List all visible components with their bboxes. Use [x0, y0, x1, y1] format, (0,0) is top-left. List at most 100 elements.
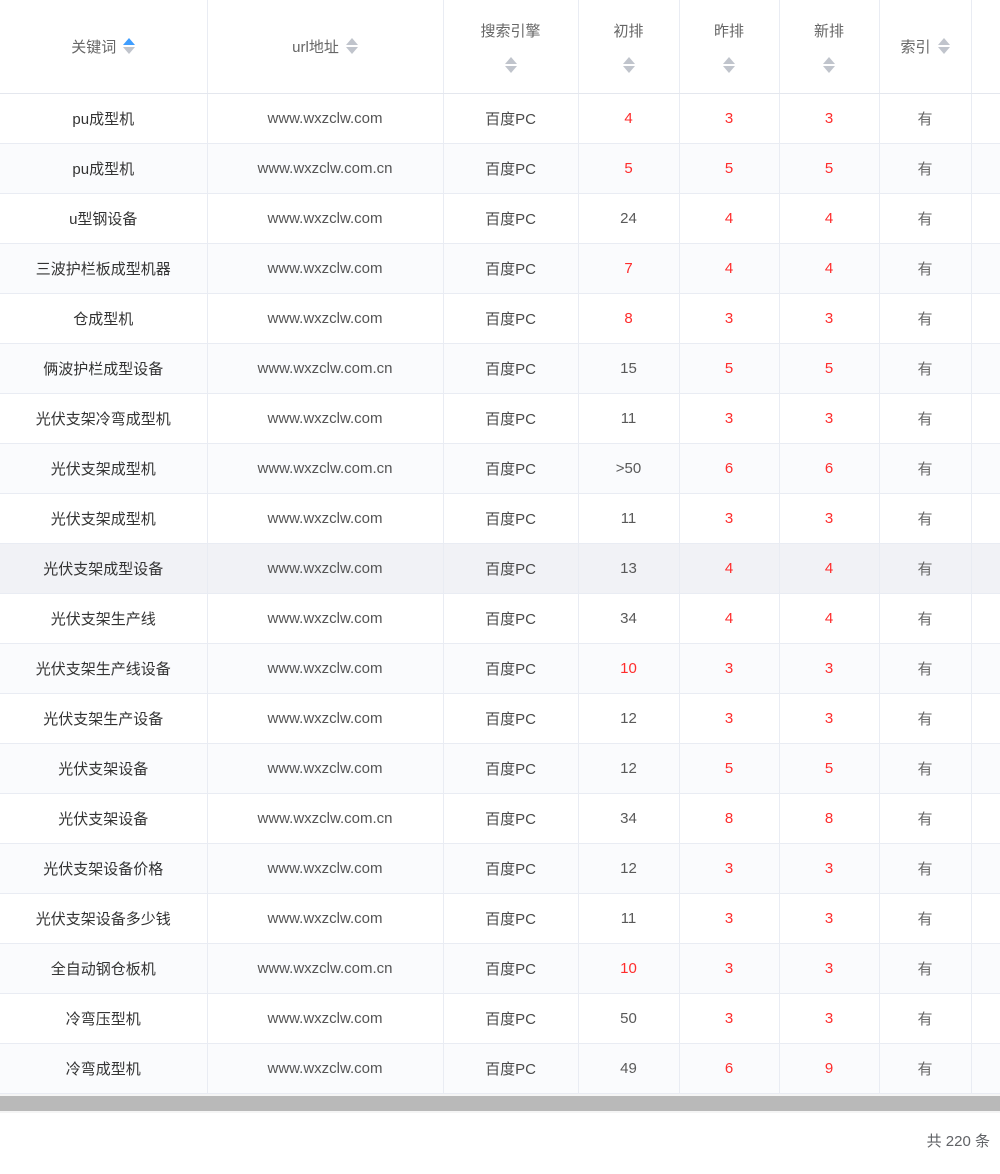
search-engine-cell: 百度PC	[442, 492, 579, 544]
yesterday-rank-cell: 3	[678, 392, 780, 444]
col-header-engine[interactable]: 搜索引擎	[442, 0, 579, 94]
init-rank-cell: 13	[577, 542, 680, 594]
search-engine-cell: 百度PC	[442, 92, 579, 144]
spacer-cell	[970, 692, 1000, 744]
yesterday-rank-cell: 4	[678, 192, 780, 244]
index-status-cell: 有	[878, 442, 972, 494]
init-rank-cell: 8	[577, 292, 680, 344]
col-header-keyword-label: 关键词	[71, 38, 117, 56]
keyword-cell: pu成型机	[0, 142, 208, 194]
url-cell: www.wxzclw.com	[206, 1042, 444, 1094]
url-cell: www.wxzclw.com	[206, 542, 444, 594]
col-header-keyword[interactable]: 关键词	[0, 0, 208, 94]
col-header-index-label: 索引	[900, 38, 931, 56]
sort-icon[interactable]	[823, 56, 835, 73]
spacer-cell	[970, 392, 1000, 444]
keyword-cell: 光伏支架成型设备	[0, 542, 208, 594]
url-cell: www.wxzclw.com	[206, 892, 444, 944]
yesterday-rank-cell: 3	[678, 692, 780, 744]
new-rank-cell: 9	[778, 1042, 880, 1094]
spacer-cell	[970, 892, 1000, 944]
table-row: 全自动钢仓板机 www.wxzclw.com.cn 百度PC 10 3 3 有	[0, 942, 1000, 994]
search-engine-cell: 百度PC	[442, 292, 579, 344]
total-count: 共 220 条	[926, 1132, 990, 1150]
keyword-cell: 光伏支架成型机	[0, 442, 208, 494]
col-header-url[interactable]: url地址	[206, 0, 444, 94]
col-header-index[interactable]: 索引	[878, 0, 972, 94]
spacer-cell	[970, 792, 1000, 844]
url-cell: www.wxzclw.com.cn	[206, 792, 444, 844]
init-rank-cell: 11	[577, 492, 680, 544]
col-header-init-rank-label: 初排	[613, 22, 644, 40]
keyword-cell: 三波护栏板成型机器	[0, 242, 208, 294]
table-row: 光伏支架设备多少钱 www.wxzclw.com 百度PC 11 3 3 有	[0, 892, 1000, 944]
init-rank-cell: 10	[577, 942, 680, 994]
table-header: 关键词 url地址 搜索引擎	[0, 0, 1000, 94]
index-status-cell: 有	[878, 1042, 972, 1094]
url-cell: www.wxzclw.com.cn	[206, 942, 444, 994]
table-row: 光伏支架生产设备 www.wxzclw.com 百度PC 12 3 3 有	[0, 692, 1000, 744]
keyword-cell: 光伏支架冷弯成型机	[0, 392, 208, 444]
init-rank-cell: 11	[577, 892, 680, 944]
spacer-cell	[970, 192, 1000, 244]
new-rank-cell: 3	[778, 492, 880, 544]
new-rank-cell: 3	[778, 992, 880, 1044]
search-engine-cell: 百度PC	[442, 142, 579, 194]
index-status-cell: 有	[878, 592, 972, 644]
table-row: pu成型机 www.wxzclw.com 百度PC 4 3 3 有	[0, 92, 1000, 144]
keyword-cell: 俩波护栏成型设备	[0, 342, 208, 394]
sort-icon[interactable]	[723, 56, 735, 73]
url-cell: www.wxzclw.com	[206, 592, 444, 644]
table-row: 光伏支架生产线设备 www.wxzclw.com 百度PC 10 3 3 有	[0, 642, 1000, 694]
new-rank-cell: 5	[778, 342, 880, 394]
keyword-cell: 光伏支架设备多少钱	[0, 892, 208, 944]
sort-icon[interactable]	[123, 38, 136, 55]
index-status-cell: 有	[878, 142, 972, 194]
horizontal-scrollbar[interactable]	[0, 1093, 1000, 1113]
index-status-cell: 有	[878, 692, 972, 744]
url-cell: www.wxzclw.com	[206, 992, 444, 1044]
search-engine-cell: 百度PC	[442, 442, 579, 494]
url-cell: www.wxzclw.com	[206, 642, 444, 694]
search-engine-cell: 百度PC	[442, 742, 579, 794]
init-rank-cell: >50	[577, 442, 680, 494]
index-status-cell: 有	[878, 342, 972, 394]
spacer-cell	[970, 292, 1000, 344]
spacer-cell	[970, 92, 1000, 144]
search-engine-cell: 百度PC	[442, 692, 579, 744]
init-rank-cell: 12	[577, 842, 680, 894]
search-engine-cell: 百度PC	[442, 792, 579, 844]
yesterday-rank-cell: 5	[678, 342, 780, 394]
yesterday-rank-cell: 4	[678, 242, 780, 294]
keyword-rank-table: 关键词 url地址 搜索引擎	[0, 0, 1000, 1094]
url-cell: www.wxzclw.com.cn	[206, 442, 444, 494]
new-rank-cell: 4	[778, 542, 880, 594]
init-rank-cell: 15	[577, 342, 680, 394]
sort-icon[interactable]	[345, 38, 358, 55]
init-rank-cell: 34	[577, 592, 680, 644]
col-header-yesterday-rank-label: 昨排	[713, 22, 744, 40]
table-row: 光伏支架成型机 www.wxzclw.com.cn 百度PC >50 6 6 有	[0, 442, 1000, 494]
new-rank-cell: 4	[778, 592, 880, 644]
sort-icon[interactable]	[937, 38, 950, 55]
new-rank-cell: 3	[778, 292, 880, 344]
sort-icon[interactable]	[622, 56, 635, 73]
keyword-cell: 光伏支架设备价格	[0, 842, 208, 894]
search-engine-cell: 百度PC	[442, 242, 579, 294]
search-engine-cell: 百度PC	[442, 192, 579, 244]
table-row: 冷弯压型机 www.wxzclw.com 百度PC 50 3 3 有	[0, 992, 1000, 1044]
new-rank-cell: 5	[778, 742, 880, 794]
col-header-new-rank[interactable]: 新排	[778, 0, 880, 94]
sort-icon[interactable]	[504, 56, 517, 73]
spacer-cell	[970, 1042, 1000, 1094]
yesterday-rank-cell: 6	[678, 442, 780, 494]
index-status-cell: 有	[878, 542, 972, 594]
table-row: 光伏支架成型机 www.wxzclw.com 百度PC 11 3 3 有	[0, 492, 1000, 544]
keyword-cell: 光伏支架生产线设备	[0, 642, 208, 694]
table-row: 光伏支架成型设备 www.wxzclw.com 百度PC 13 4 4 有	[0, 542, 1000, 594]
col-header-init-rank[interactable]: 初排	[577, 0, 680, 94]
new-rank-cell: 3	[778, 942, 880, 994]
col-header-yesterday-rank[interactable]: 昨排	[678, 0, 780, 94]
search-engine-cell: 百度PC	[442, 542, 579, 594]
scrollbar-thumb[interactable]	[0, 1095, 1000, 1111]
